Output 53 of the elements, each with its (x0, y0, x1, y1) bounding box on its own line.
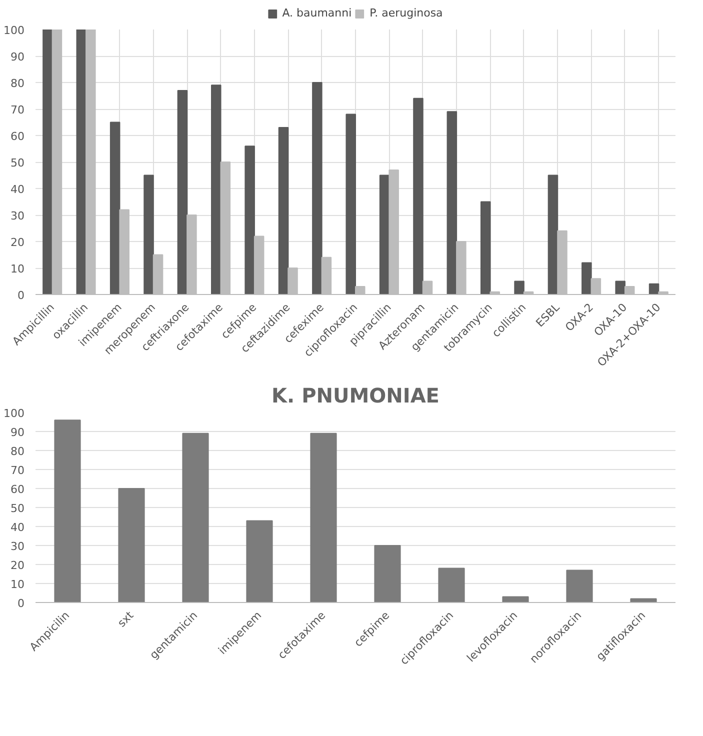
y-tick-label: 50 (10, 502, 25, 515)
y-tick-label: 100 (4, 407, 25, 420)
bar (502, 596, 529, 602)
y-tick-label: 100 (4, 24, 25, 37)
y-tick-label: 80 (10, 77, 25, 90)
chart-title: K. PNUMONIAE (272, 384, 440, 408)
y-tick-label: 90 (10, 50, 25, 64)
y-tick-label: 10 (10, 578, 25, 591)
y-tick-label: 70 (10, 464, 25, 477)
y-tick-label: 20 (10, 236, 25, 249)
bar (630, 598, 657, 602)
y-tick-label: 10 (10, 262, 25, 276)
bar (182, 432, 209, 602)
bar (278, 127, 289, 294)
bar (177, 90, 188, 294)
y-tick-label: 40 (10, 183, 25, 196)
bar (438, 568, 465, 602)
y-tick-label: 60 (10, 130, 25, 143)
y-tick-label: 60 (10, 483, 25, 496)
legend-label: A. baumanni (282, 6, 352, 20)
y-tick-label: 30 (10, 210, 25, 222)
y-tick-label: 40 (10, 521, 25, 534)
bar (244, 146, 255, 294)
y-tick-label: 30 (10, 540, 25, 553)
bar (312, 82, 322, 294)
y-tick-label: 50 (10, 156, 25, 170)
bar (480, 201, 491, 294)
bar (374, 545, 401, 602)
bar (54, 420, 81, 602)
bar (413, 98, 424, 294)
bar (615, 280, 626, 294)
bar (514, 280, 524, 294)
y-tick-label: 20 (10, 559, 25, 572)
y-tick-label: 0 (18, 289, 24, 302)
y-tick-label: 80 (10, 445, 25, 458)
y-tick-label: 90 (10, 426, 25, 439)
y-tick-label: 70 (10, 104, 25, 116)
bar (110, 122, 120, 294)
bar (566, 570, 593, 602)
bar (648, 283, 660, 294)
bar (211, 84, 222, 294)
x-tick-label: sxt (115, 608, 137, 630)
bar (346, 114, 356, 294)
bar (310, 432, 337, 602)
bar (548, 174, 558, 294)
bar (42, 30, 53, 294)
y-tick-label: 0 (18, 597, 24, 610)
bar (246, 520, 273, 602)
bar (446, 111, 458, 294)
bar (144, 174, 154, 294)
legend-label: P. aeruginosa (370, 6, 443, 20)
bar (582, 262, 592, 294)
bar (118, 488, 145, 602)
